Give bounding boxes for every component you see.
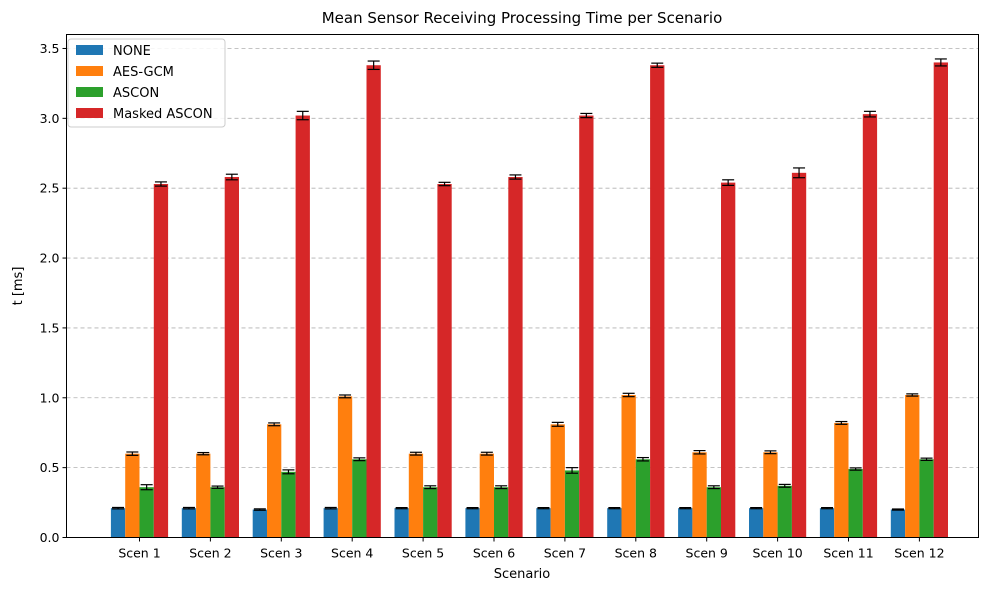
bar [252, 509, 267, 538]
bars [110, 62, 948, 538]
bar [791, 172, 807, 538]
bar [749, 508, 764, 538]
bar [181, 508, 197, 538]
bar [196, 453, 211, 538]
bar [564, 470, 580, 538]
bar [337, 396, 353, 538]
legend-swatch [76, 108, 103, 118]
bar [777, 485, 792, 538]
bar [210, 487, 225, 538]
bar [465, 508, 480, 538]
x-axis-label: Scenario [494, 567, 551, 582]
bar [366, 65, 381, 538]
bar [479, 453, 494, 538]
bar [692, 452, 707, 538]
bar [848, 469, 863, 538]
legend-swatch [76, 45, 103, 55]
legend-label: Masked ASCON [113, 107, 213, 122]
legend-box [67, 38, 226, 128]
bar [323, 508, 338, 538]
bar [536, 508, 551, 538]
y-tick-label: 3.5 [40, 41, 60, 56]
legend-label: NONE [113, 44, 151, 59]
y-axis: 0.0 0.5 1.0 1.5 2.0 2.5 3.0 3.5 [40, 41, 67, 545]
bar [819, 508, 835, 538]
bar [621, 394, 636, 538]
y-tick-label: 0.0 [40, 530, 60, 545]
bar [352, 459, 367, 538]
legend: NONE AES-GCM ASCON Masked ASCON [67, 38, 226, 128]
x-tick-label: Scen 4 [331, 546, 373, 561]
bar [862, 114, 878, 538]
x-tick-label: Scen 1 [118, 546, 160, 561]
y-tick-label: 1.5 [40, 320, 60, 335]
bar [125, 453, 140, 538]
bar [408, 453, 424, 538]
bar [905, 394, 920, 538]
x-tick-label: Scen 12 [894, 546, 944, 561]
bar [678, 508, 693, 538]
bar [763, 452, 778, 538]
plot-frame [66, 34, 979, 538]
x-tick-label: Scen 9 [686, 546, 728, 561]
bar [139, 487, 154, 538]
bar [437, 184, 452, 538]
y-tick-label: 2.5 [40, 181, 60, 196]
bar [423, 487, 438, 538]
legend-swatch [76, 66, 103, 76]
bar [295, 115, 310, 538]
x-tick-label: Scen 2 [189, 546, 231, 561]
bar [267, 424, 282, 538]
bar [706, 487, 721, 538]
bar [721, 182, 736, 538]
x-tick-label: Scen 11 [823, 546, 873, 561]
bar [919, 459, 934, 538]
chart-title: Mean Sensor Receiving Processing Time pe… [322, 9, 723, 27]
y-tick-label: 3.0 [40, 111, 60, 126]
x-tick-label: Scen 6 [473, 546, 515, 561]
x-tick-label: Scen 7 [544, 546, 586, 561]
bar [494, 487, 509, 538]
bar [508, 177, 523, 538]
legend-label: ASCON [113, 86, 159, 101]
bar [933, 62, 948, 538]
x-tick-label: Scen 3 [260, 546, 302, 561]
x-axis: Scen 1 Scen 2 Scen 3 Scen 4 Scen 5 Scen 6 Scen… [118, 537, 945, 561]
bar [635, 459, 651, 538]
error-bars [112, 58, 947, 511]
bar [153, 184, 169, 538]
legend-label: AES-GCM [113, 65, 174, 80]
bar [890, 509, 906, 538]
bar [579, 115, 594, 538]
bar [281, 471, 296, 538]
x-tick-label: Scen 10 [752, 546, 802, 561]
bar [650, 65, 665, 538]
bar [607, 508, 622, 538]
bar [110, 508, 126, 538]
bar [550, 424, 565, 538]
x-tick-label: Scen 5 [402, 546, 444, 561]
bar [394, 508, 409, 538]
y-tick-label: 0.5 [40, 460, 60, 475]
bar [224, 177, 239, 538]
y-axis-label: t [ms] [11, 267, 26, 306]
x-tick-label: Scen 8 [615, 546, 657, 561]
bar [834, 422, 849, 538]
y-tick-label: 2.0 [40, 251, 60, 266]
y-tick-label: 1.0 [40, 390, 60, 405]
legend-swatch [76, 87, 103, 97]
